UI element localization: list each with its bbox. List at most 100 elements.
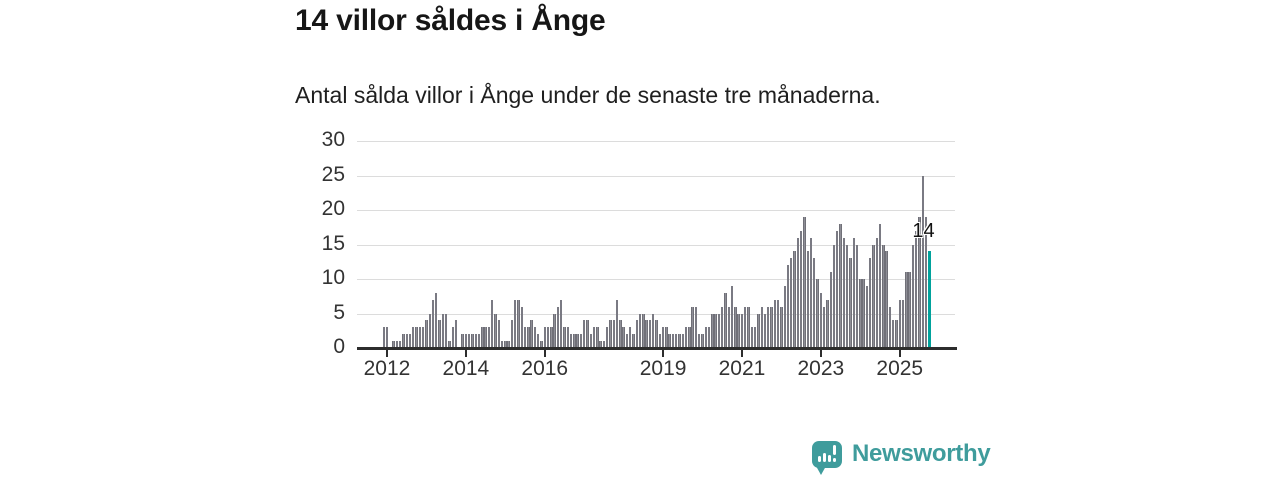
bar [405,334,408,348]
gridline-y-5 [357,313,955,315]
bar [744,306,747,348]
x-axis-label-2023: 2023 [797,357,845,380]
bar [451,327,454,348]
x-axis-line [357,347,957,350]
bar [868,258,872,348]
bar [645,320,648,348]
bar [888,306,892,348]
bar [596,327,599,348]
bar [747,306,750,348]
x-axis-label-2012: 2012 [363,357,411,380]
bar [727,306,731,348]
bar [612,320,615,348]
bar [523,327,527,348]
bar [783,285,786,348]
bar [435,292,438,348]
bar [786,265,790,348]
bar [533,327,537,348]
bar [822,306,826,348]
bar [625,334,629,348]
bar [816,279,819,348]
logo-bar-1 [817,455,821,462]
bar [809,237,813,348]
bar [770,306,773,348]
bar [619,320,622,348]
bar [592,327,596,348]
bar [730,285,734,348]
gridline-y-10 [357,279,955,280]
bar [609,320,612,348]
bar [855,244,859,348]
y-axis-label-30: 30 [321,128,345,151]
bar [914,230,918,348]
page-title: 14 villor såldes i Ånge [295,4,606,37]
bar [862,279,865,348]
bar [536,334,540,348]
x-axis-tick-2016 [543,349,546,357]
bar [540,341,543,348]
bar [448,341,451,348]
x-axis-label-2025: 2025 [876,357,924,380]
page-subtitle: Antal sålda villor i Ånge under de senas… [295,82,881,108]
bar [806,251,809,348]
bar [408,334,412,348]
bar [872,244,875,348]
bar [921,175,924,348]
bar [678,334,681,348]
bar [642,313,645,348]
bar [826,299,829,348]
x-axis-label-2016: 2016 [521,357,569,380]
bar [573,334,576,348]
bar [911,244,915,348]
bar [507,341,510,348]
bar [865,285,869,348]
bar [461,334,464,348]
bar [839,223,842,348]
bar [467,334,471,348]
chart-plot-area [357,130,955,348]
bar [566,327,569,348]
bar [513,299,517,348]
y-axis-label-5: 5 [333,300,345,324]
bar [586,320,589,348]
bar [905,272,908,348]
x-axis-label-2014: 2014 [442,357,490,380]
bar [760,306,763,348]
bar [652,313,655,348]
bar [583,320,586,348]
bar [665,327,668,348]
bar [898,299,901,348]
x-axis-tick-2012 [385,349,388,357]
bar [757,313,760,348]
bar [441,313,445,348]
bar [721,306,724,348]
bar [632,334,635,348]
bar [773,299,777,348]
bar [885,251,888,348]
bar [895,320,898,348]
bar [398,341,402,348]
y-axis-label-0: 0 [333,335,345,358]
bar [737,313,740,348]
bar [832,244,836,348]
bar [675,334,678,348]
bar [527,327,530,348]
bar [796,237,800,348]
bar [382,327,385,348]
bar [454,320,458,348]
bar [704,327,708,348]
logo-text: Newsworthy [852,440,991,467]
bar [763,313,767,348]
bar [924,216,928,348]
gridline-y-30 [357,141,955,142]
bar [852,237,855,348]
bar [753,327,757,348]
bar [684,327,688,348]
logo-bar-3 [827,454,831,462]
bar [520,306,523,348]
bar [790,258,793,348]
bar [504,341,507,348]
bar [691,306,694,348]
bar [698,334,701,348]
